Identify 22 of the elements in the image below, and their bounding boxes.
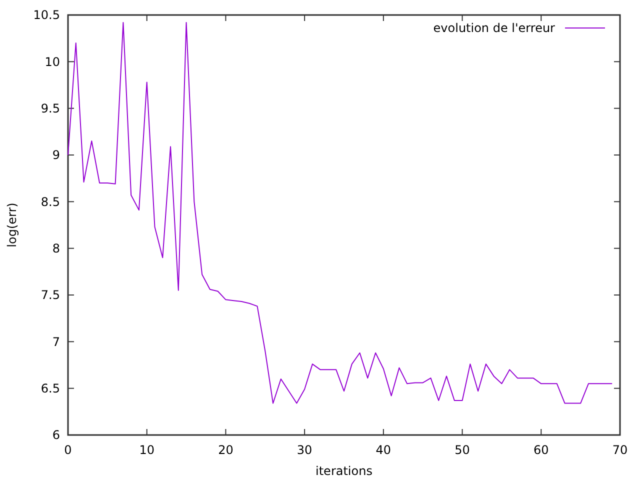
y-tick-label: 6.5: [40, 382, 60, 396]
x-tick-label: 40: [376, 443, 392, 457]
x-tick-label: 30: [296, 443, 312, 457]
x-tick-label: 60: [534, 443, 549, 457]
y-axis-title: log(err): [5, 202, 19, 248]
x-tick-label: 0: [64, 443, 72, 457]
x-tick-label: 20: [218, 443, 234, 457]
y-tick-label: 10: [44, 54, 60, 69]
y-tick-label: 8: [52, 242, 60, 256]
x-axis-title: iterations: [316, 464, 372, 478]
y-tick-label: 6: [52, 428, 60, 442]
y-tick-label: 9.5: [40, 102, 60, 116]
y-tick-label: 7: [52, 334, 60, 349]
y-tick-label: 9: [52, 148, 60, 162]
y-tick-label: 8.5: [40, 194, 60, 209]
y-tick-label: 10.5: [33, 8, 60, 22]
legend-label: evolution de l'erreur: [433, 21, 556, 36]
x-tick-label: 70: [612, 443, 628, 457]
x-tick-label: 50: [454, 443, 470, 457]
x-tick-label: 10: [139, 443, 154, 457]
y-tick-label: 7.5: [40, 288, 60, 302]
line-series: [68, 22, 613, 404]
